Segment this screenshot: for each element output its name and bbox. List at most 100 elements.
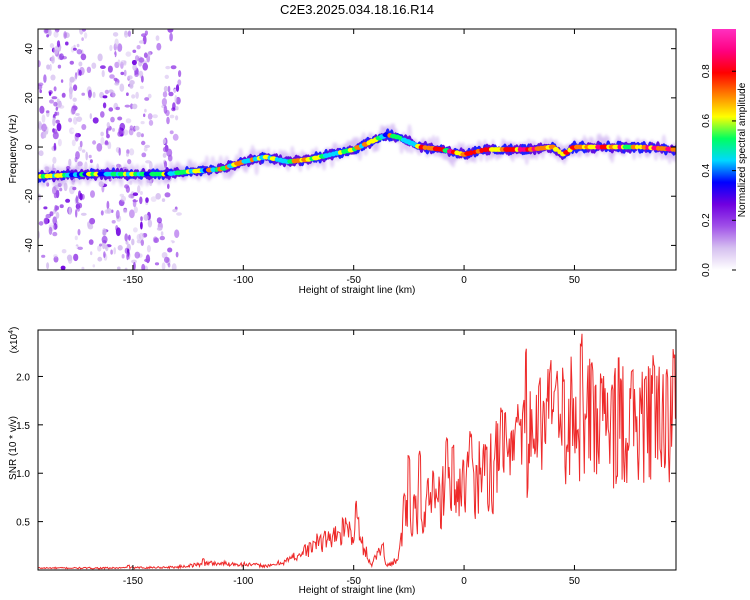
y-tick-label: 20 [24,92,35,104]
noise-speckle [165,65,171,70]
noise-speckle [121,37,126,47]
noise-speckle [79,193,83,201]
noise-speckle [52,117,56,127]
noise-speckle [76,116,83,122]
noise-speckle [58,105,65,109]
noise-speckle [120,195,126,202]
noise-speckle [48,226,53,235]
noise-speckle [109,44,113,52]
noise-speckle [52,131,59,140]
noise-speckle [53,31,59,38]
noise-speckle [89,159,93,164]
noise-speckle [101,70,105,78]
noise-speckle [74,132,79,142]
noise-speckle [141,152,147,158]
noise-speckle [129,148,135,156]
noise-speckle [69,60,75,65]
noise-speckle [76,49,83,55]
noise-speckle [66,254,73,262]
ridge-peak-pixel [48,173,54,179]
noise-speckle [127,159,132,165]
noise-speckle [139,85,144,90]
noise-speckle [50,74,56,81]
noise-speckle [122,129,129,136]
noise-speckle [68,117,73,123]
noise-speckle [55,211,60,219]
x-tick-label: 50 [569,275,581,286]
noise-speckle [78,69,82,76]
ridge-peak-pixel [422,145,428,151]
y-tick-label: -40 [24,238,35,253]
ridge-peak-pixel [129,171,135,177]
noise-speckle [38,120,42,129]
noise-speckle [52,156,57,164]
noise-speckle [119,122,126,131]
noise-speckle [53,101,58,107]
noise-speckle [81,124,87,130]
noise-speckle [100,111,105,118]
noise-speckle [135,197,139,201]
noise-speckle [103,253,108,261]
noise-speckle [46,34,49,38]
noise-speckle [110,209,114,213]
noise-speckle [61,92,66,98]
noise-speckle [81,149,86,153]
noise-speckle [126,252,129,261]
colorbar-tick-label: 0.6 [701,114,712,128]
noise-speckle [59,187,63,192]
x-tick-label: -100 [233,275,253,286]
ridge-peak-pixel [133,171,139,177]
noise-speckle [92,117,99,124]
noise-speckle [160,231,164,236]
noise-speckle [41,123,47,132]
noise-speckle [145,254,151,264]
x-tick-label: 50 [569,576,581,587]
noise-speckle [38,60,41,68]
noise-speckle [176,212,182,216]
noise-speckle [65,123,71,127]
noise-speckle [162,91,168,98]
noise-speckle [154,262,160,266]
snr-x-ticks: -150 -100 -50 0 50 [123,330,581,587]
noise-speckle [140,121,145,125]
noise-speckle [147,219,153,228]
noise-speckle [162,152,167,158]
noise-speckle [152,114,158,119]
noise-speckle [164,256,170,263]
noise-speckle [48,222,54,226]
noise-speckle [144,108,147,113]
noise-speckle [132,103,138,110]
noise-speckle [92,264,96,268]
noise-speckle [107,65,113,73]
noise-speckle [138,40,145,44]
noise-speckle [128,128,134,136]
noise-speckle [147,113,153,120]
ridge-peak-pixel [577,144,584,150]
noise-speckle [68,206,72,215]
colorbar-tick-label: 0.4 [701,163,712,177]
noise-speckle [76,43,80,48]
noise-speckle [53,142,57,151]
noise-speckle [53,256,59,263]
noise-speckle [129,209,135,219]
x-tick-label: 0 [461,576,467,587]
noise-speckle [87,89,92,99]
noise-speckle [174,229,180,238]
noise-speckle [46,262,50,270]
noise-speckle [120,60,127,65]
noise-speckle [132,64,137,71]
noise-speckle [163,105,168,114]
noise-speckle [77,246,83,250]
noise-speckle [77,202,80,207]
noise-speckle [57,64,62,69]
noise-speckle [159,235,165,241]
noise-speckle [124,184,130,189]
noise-speckle [107,148,112,152]
noise-speckle [97,256,103,262]
noise-speckle [170,65,177,70]
noise-speckle [79,140,83,148]
noise-speckle [96,143,103,152]
noise-speckle [49,43,55,49]
noise-speckle [117,266,121,270]
noise-speckle [131,259,137,264]
